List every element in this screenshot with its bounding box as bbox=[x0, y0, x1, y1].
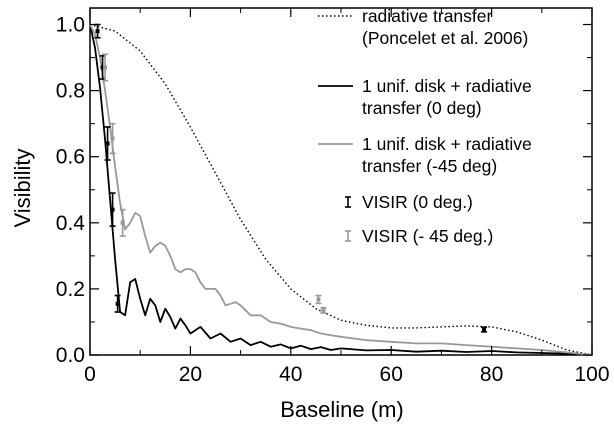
y-tick-label: 0.0 bbox=[56, 344, 85, 367]
visir-45deg-point bbox=[315, 294, 322, 305]
data-point-marker bbox=[120, 220, 125, 225]
data-point-marker bbox=[103, 65, 108, 70]
legend-label: VISIR (- 45 deg.) bbox=[362, 226, 493, 246]
data-point-marker bbox=[95, 29, 100, 34]
data-point-marker bbox=[482, 327, 487, 332]
legend-label: 1 unif. disk + radiative bbox=[362, 76, 532, 96]
y-tick-label: 0.6 bbox=[56, 146, 85, 169]
data-point-marker bbox=[105, 141, 110, 146]
y-tick-label: 0.4 bbox=[56, 212, 86, 235]
legend-entry-visir-0deg: VISIR (0 deg.) bbox=[345, 192, 473, 212]
y-tick-label: 0.8 bbox=[56, 80, 85, 103]
legend-label: 1 unif. disk + radiative bbox=[362, 134, 532, 154]
legend: radiative transfer(Poncelet et al. 2006)… bbox=[318, 6, 532, 246]
legend-label: transfer (0 deg) bbox=[362, 98, 482, 118]
visir-0deg-point bbox=[114, 294, 121, 313]
visir-45deg-point bbox=[109, 122, 116, 155]
x-tick-label: 60 bbox=[380, 363, 403, 386]
visir-45deg-point bbox=[320, 306, 327, 314]
x-tick-label: 20 bbox=[179, 363, 202, 386]
x-axis-label: Baseline (m) bbox=[280, 397, 403, 422]
visir-0deg-point bbox=[481, 326, 488, 333]
disk-45deg-line bbox=[89, 24, 593, 356]
x-tick-label: 40 bbox=[279, 363, 302, 386]
data-point-marker bbox=[110, 207, 115, 212]
legend-entry-radiative-transfer: radiative transfer(Poncelet et al. 2006) bbox=[318, 6, 528, 48]
y-axis-label: Visibility bbox=[10, 148, 35, 227]
axis-ticks: 0 20 40 60 80 100 0.0 0.2 0.4 0.6 0.8 1.0 bbox=[56, 8, 610, 386]
x-tick-label: 0 bbox=[84, 363, 96, 386]
visir-45deg-point bbox=[119, 208, 126, 237]
measurement-layer bbox=[94, 23, 488, 333]
legend-label: transfer (-45 deg) bbox=[362, 156, 497, 176]
x-tick-label: 100 bbox=[574, 363, 609, 386]
data-point-marker bbox=[321, 308, 326, 313]
legend-label: radiative transfer bbox=[362, 6, 493, 26]
visir-0deg-point bbox=[109, 192, 116, 227]
plot-border bbox=[89, 7, 593, 356]
visir-45deg-point bbox=[102, 53, 109, 82]
y-tick-label: 1.0 bbox=[56, 14, 85, 37]
visir-0deg-point bbox=[104, 126, 111, 161]
data-point-marker bbox=[100, 65, 105, 70]
data-point-marker bbox=[115, 301, 120, 306]
data-point-marker bbox=[110, 136, 115, 141]
disk-0deg-line bbox=[89, 24, 593, 356]
y-tick-label: 0.2 bbox=[56, 278, 85, 301]
legend-label: (Poncelet et al. 2006) bbox=[362, 28, 528, 48]
x-tick-label: 80 bbox=[480, 363, 503, 386]
data-point-marker bbox=[316, 297, 321, 302]
legend-label: VISIR (0 deg.) bbox=[362, 192, 473, 212]
legend-entry-visir-45deg: VISIR (- 45 deg.) bbox=[345, 226, 493, 246]
radiative-transfer-line bbox=[89, 23, 593, 356]
plot-frame bbox=[89, 7, 593, 356]
series-layer bbox=[89, 23, 593, 356]
